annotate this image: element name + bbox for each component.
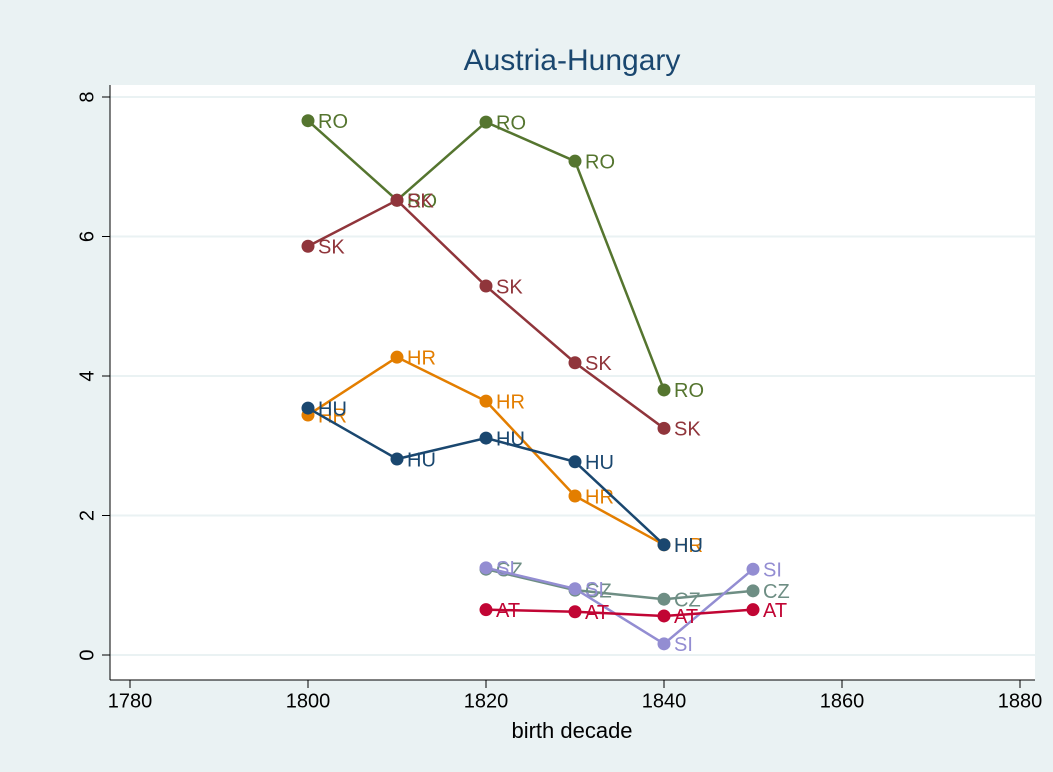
- x-tick-label: 1820: [464, 690, 509, 712]
- marker-label: AT: [763, 600, 787, 622]
- marker: [746, 562, 760, 576]
- marker-label: AT: [674, 606, 698, 628]
- marker: [390, 452, 404, 466]
- marker: [479, 561, 493, 575]
- marker-label: SI: [674, 634, 693, 656]
- marker: [657, 421, 671, 435]
- x-tick-label: 1880: [998, 690, 1043, 712]
- marker: [657, 538, 671, 552]
- marker-label: HR: [496, 391, 525, 413]
- marker-label: HR: [407, 347, 436, 369]
- marker-label: HR: [585, 486, 614, 508]
- marker-label: RO: [318, 111, 348, 133]
- marker: [479, 279, 493, 293]
- marker-label: CZ: [763, 581, 790, 603]
- marker-label: HR: [674, 535, 703, 557]
- x-tick-label: 1780: [108, 690, 153, 712]
- marker: [657, 592, 671, 606]
- series-line: [485, 566, 754, 646]
- marker: [568, 605, 582, 619]
- marker-label: SK: [674, 419, 701, 441]
- marker: [390, 350, 404, 364]
- marker-label: SI: [585, 579, 604, 601]
- marker-label: HU: [674, 535, 703, 557]
- marker: [568, 356, 582, 370]
- x-tick-label: 1860: [820, 690, 865, 712]
- y-tick-label: 6: [76, 231, 98, 242]
- marker-label: CZ: [674, 589, 701, 611]
- marker-label: HU: [585, 452, 614, 474]
- x-tick-label: 1840: [642, 690, 687, 712]
- series-line: [485, 608, 754, 618]
- marker-label: HU: [496, 428, 525, 450]
- marker: [479, 115, 493, 129]
- marker: [301, 114, 315, 128]
- x-axis-label: birth decade: [511, 718, 632, 743]
- marker: [746, 603, 760, 617]
- plot-area: [110, 85, 1035, 680]
- marker-label: SK: [407, 191, 434, 213]
- marker: [657, 609, 671, 623]
- marker-label: RO: [496, 112, 526, 134]
- marker-label: SK: [585, 353, 612, 375]
- marker: [568, 154, 582, 168]
- marker: [301, 239, 315, 253]
- marker-label: RO: [585, 151, 615, 173]
- marker-label: SI: [763, 559, 782, 581]
- marker-label: CZ: [585, 580, 612, 602]
- y-tick-label: 0: [76, 649, 98, 660]
- marker: [568, 489, 582, 503]
- marker: [479, 603, 493, 617]
- marker: [479, 431, 493, 445]
- series-line: [485, 567, 754, 601]
- marker-label: HU: [407, 449, 436, 471]
- marker-label: SK: [318, 237, 345, 259]
- marker-label: HR: [318, 405, 347, 427]
- marker: [657, 383, 671, 397]
- marker: [479, 394, 493, 408]
- marker-label: RO: [674, 380, 704, 402]
- x-tick-label: 1800: [286, 690, 331, 712]
- chart-title: Austria-Hungary: [464, 44, 681, 77]
- y-tick-label: 2: [76, 510, 98, 521]
- marker: [746, 584, 760, 598]
- marker-label: AT: [585, 602, 609, 624]
- marker: [657, 637, 671, 651]
- marker: [390, 193, 404, 207]
- marker: [568, 455, 582, 469]
- marker-label: SI: [496, 558, 515, 580]
- marker: [301, 401, 315, 415]
- marker-label: AT: [496, 600, 520, 622]
- marker-label: HU: [318, 398, 347, 420]
- marker-label: RO: [407, 191, 437, 213]
- marker-label: SK: [496, 276, 523, 298]
- y-tick-label: 4: [76, 370, 98, 381]
- y-tick-label: 8: [76, 91, 98, 102]
- marker: [568, 582, 582, 596]
